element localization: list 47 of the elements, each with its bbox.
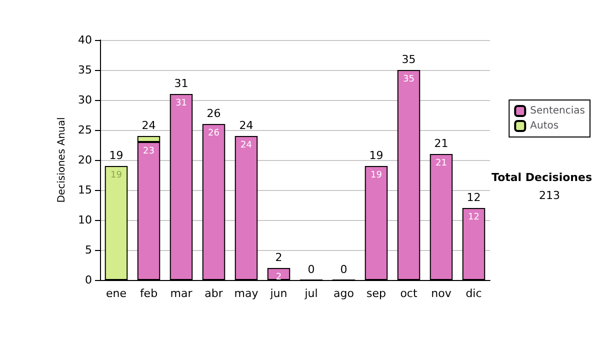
data-label: 19	[110, 170, 122, 180]
y-axis-title: Decisiones Anual	[56, 117, 68, 203]
x-tick-label: dic	[466, 287, 482, 300]
y-tick-label: 35	[78, 64, 92, 76]
total-label: 0	[308, 263, 315, 276]
total-label: 35	[402, 53, 416, 66]
x-tick-label: feb	[140, 287, 158, 300]
total-label: 0	[340, 263, 348, 276]
y-tick-label: 15	[78, 184, 92, 196]
y-tick-label: 30	[78, 94, 92, 106]
total-label: 24	[239, 119, 254, 132]
y-tick-label: 40	[78, 34, 92, 46]
y-tick-label: 0	[85, 274, 92, 286]
x-tick-label: ago	[334, 287, 354, 300]
text: Total Decisiones	[492, 171, 592, 184]
total-label: 19	[109, 149, 124, 162]
x-tick-label: abr	[204, 287, 224, 300]
total-label: 26	[206, 107, 221, 120]
legend-label: Sentencias	[530, 106, 586, 116]
legend-label: Autos	[530, 120, 559, 132]
x-tick-label: oct	[400, 287, 418, 300]
x-tick-label: jul	[304, 287, 318, 300]
data-label: 31	[176, 98, 187, 108]
total-label: 2	[275, 251, 282, 264]
x-tick-label: ene	[106, 287, 127, 300]
data-label: 21	[436, 158, 447, 168]
data-label: 19	[370, 170, 382, 180]
y-tick-label: 20	[78, 154, 92, 166]
x-tick-label: may	[234, 287, 259, 300]
x-tick-label: sep	[366, 287, 386, 300]
total-label: 31	[174, 77, 188, 90]
data-label: 35	[403, 74, 414, 84]
data-label: 26	[208, 128, 220, 138]
total-label: 19	[369, 149, 384, 162]
y-tick-label: 5	[85, 244, 92, 256]
data-label: 23	[143, 146, 154, 156]
data-label: 12	[468, 212, 480, 222]
x-tick-label: mar	[170, 287, 193, 300]
data-label: 24	[240, 140, 252, 150]
y-tick-label: 25	[78, 124, 92, 136]
x-tick-label: jun	[269, 287, 288, 300]
y-tick-label: 10	[78, 214, 92, 226]
text: 213	[539, 189, 560, 202]
total-label: 24	[142, 119, 156, 132]
total-label: 21	[434, 137, 448, 150]
x-tick-label: nov	[431, 287, 452, 300]
total-label: 12	[466, 191, 481, 204]
